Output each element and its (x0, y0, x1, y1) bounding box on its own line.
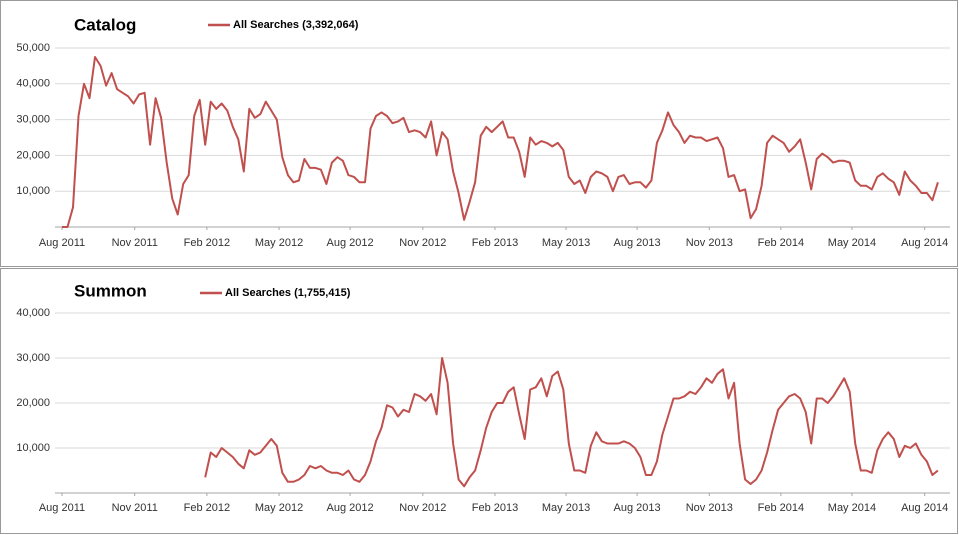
x-tick-label: Nov 2011 (112, 237, 158, 249)
y-tick-label: 50,000 (16, 42, 50, 54)
series-line (204, 357, 939, 488)
x-tick-label: Nov 2012 (399, 502, 446, 514)
x-tick-label: Nov 2012 (399, 237, 446, 249)
panel-border (0, 268, 958, 534)
x-tick-label: Nov 2013 (686, 502, 733, 514)
x-tick-label: Aug 2012 (327, 502, 374, 514)
y-tick-label: 10,000 (16, 185, 50, 197)
y-tick-label: 30,000 (16, 352, 50, 364)
legend-label: All Searches (1,755,415) (225, 287, 351, 299)
x-tick-label: May 2012 (255, 237, 303, 249)
x-tick-label: Feb 2012 (184, 502, 230, 514)
y-tick-label: 20,000 (16, 149, 50, 161)
x-tick-label: May 2014 (828, 237, 876, 249)
x-tick-label: Nov 2011 (112, 502, 158, 514)
chart-title: Summon (74, 281, 147, 300)
x-tick-label: Aug 2012 (327, 237, 374, 249)
x-tick-label: Feb 2012 (184, 237, 230, 249)
x-tick-label: Aug 2014 (901, 237, 948, 249)
x-tick-label: May 2013 (542, 502, 590, 514)
y-tick-label: 40,000 (16, 78, 50, 90)
x-tick-label: Feb 2013 (472, 237, 518, 249)
x-tick-label: Aug 2011 (39, 502, 85, 514)
x-tick-label: Feb 2013 (472, 502, 518, 514)
x-tick-label: Aug 2013 (614, 502, 661, 514)
x-tick-label: May 2012 (255, 502, 303, 514)
y-tick-label: 30,000 (16, 114, 50, 126)
x-tick-label: Aug 2013 (614, 237, 661, 249)
chart-title: Catalog (74, 15, 136, 34)
x-tick-label: Nov 2013 (686, 237, 733, 249)
x-tick-label: Feb 2014 (758, 502, 804, 514)
y-tick-label: 10,000 (16, 442, 50, 454)
x-tick-label: May 2013 (542, 237, 590, 249)
x-tick-label: Aug 2014 (901, 502, 948, 514)
legend-label: All Searches (3,392,064) (233, 19, 359, 31)
x-tick-label: May 2014 (828, 502, 876, 514)
y-tick-label: 20,000 (16, 397, 50, 409)
x-tick-label: Feb 2014 (758, 237, 804, 249)
y-tick-label: 40,000 (16, 307, 50, 319)
x-tick-label: Aug 2011 (39, 237, 85, 249)
series-line (62, 56, 939, 228)
panel-border (0, 0, 958, 267)
